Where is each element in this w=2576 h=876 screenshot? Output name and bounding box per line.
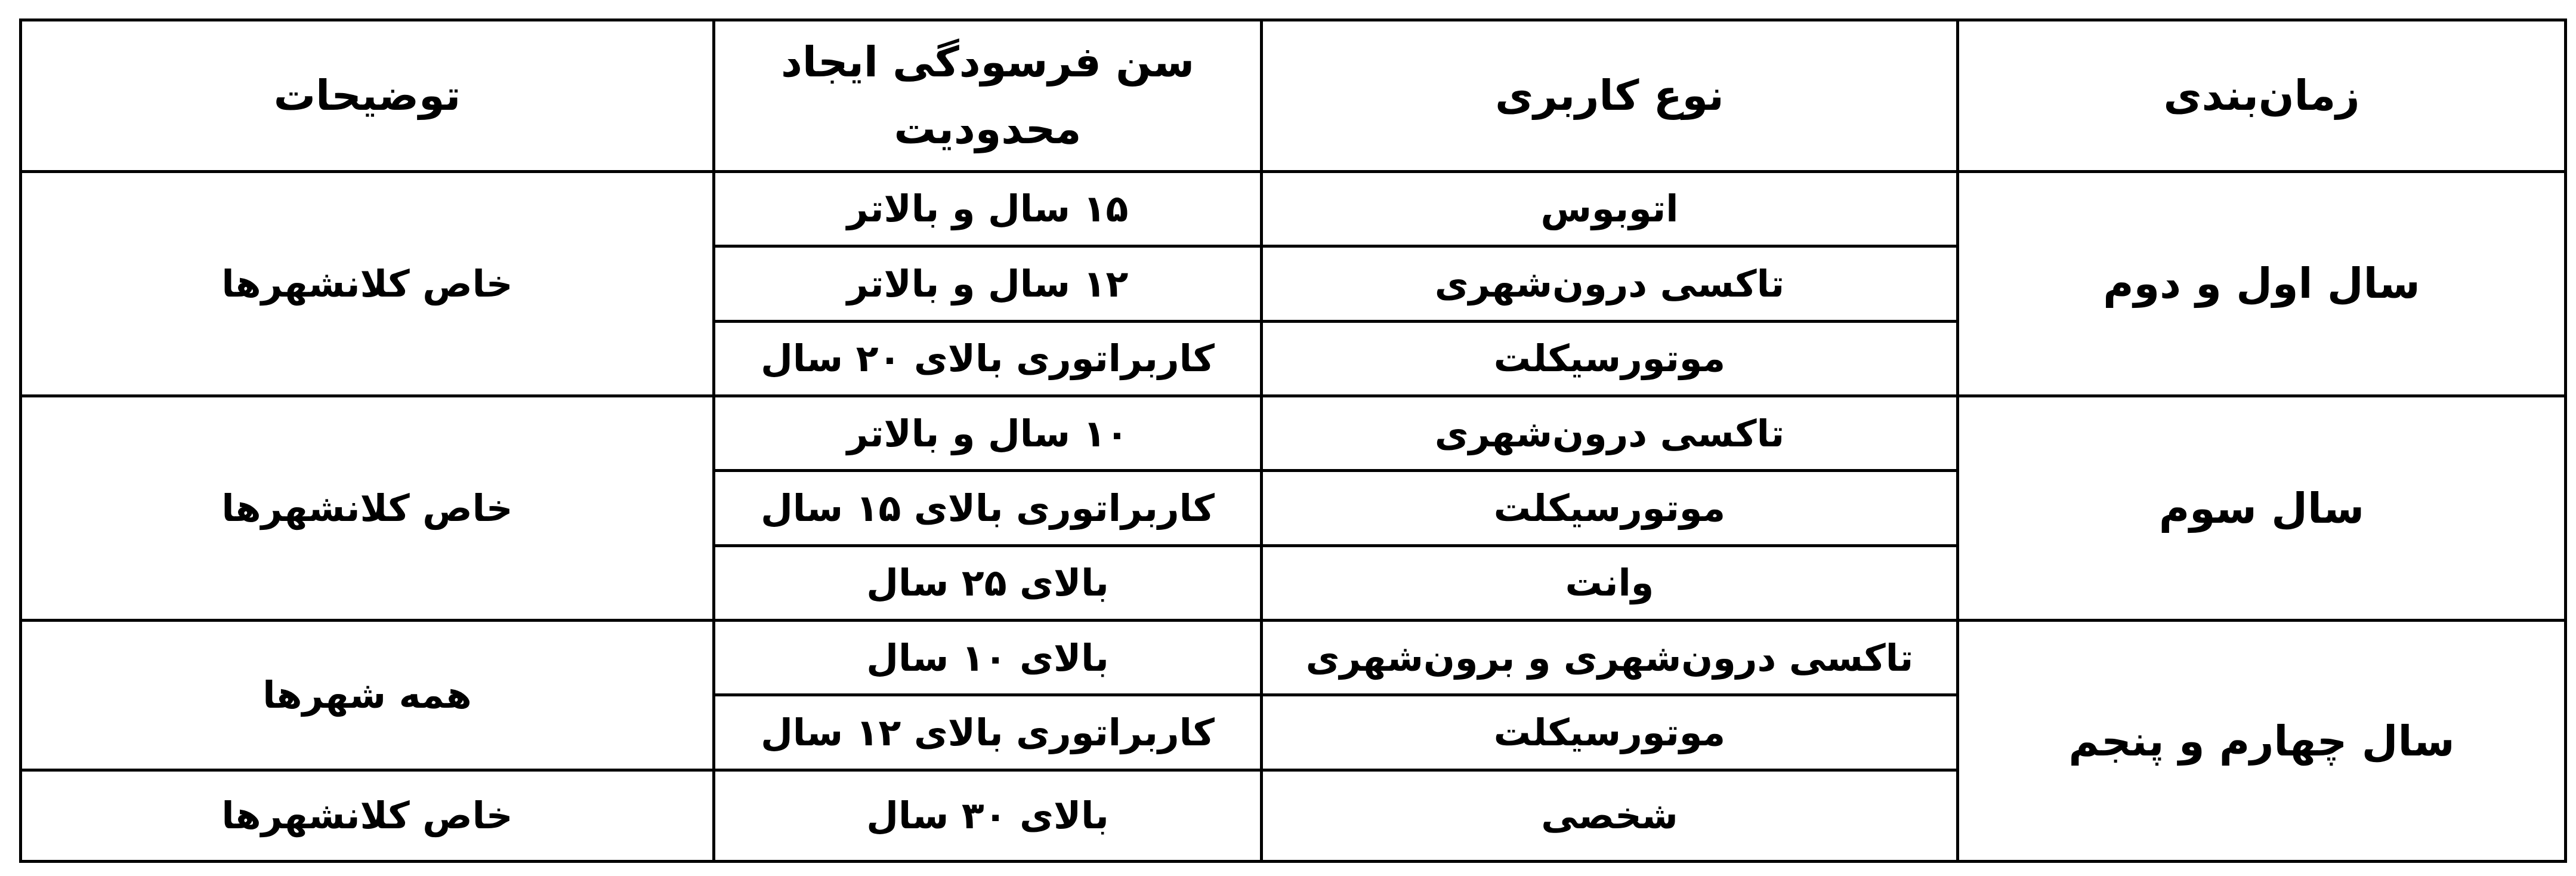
usage-cell: اتوبوس [1260,169,1959,248]
note-cell: خاص کلانشهرها [19,768,715,863]
period-cell: سال چهارم و پنجم [1956,619,2567,863]
table-row: شخصی بالای ۳۰ سال خاص کلانشهرها [19,768,2566,863]
usage-cell: موتورسیکلت [1260,469,1959,547]
age-cell: بالای ۱۰ سال [712,619,1263,697]
table-row: موتورسیکلت کاربراتوری بالای ۱۵ سال [21,469,2566,547]
age-cell: بالای ۳۰ سال [712,768,1263,863]
note-cell: همه شهرها [19,619,715,772]
table-row: موتورسیکلت کاربراتوری بالای ۱۲ سال [21,693,2566,772]
usage-cell: تاکسی درون‌شهری [1260,245,1959,323]
age-cell: بالای ۲۵ سال [712,544,1263,622]
usage-cell: شخصی [1260,768,1959,863]
age-cell: ۱۵ سال و بالاتر [712,169,1263,248]
age-cell: کاربراتوری بالای ۲۰ سال [712,319,1263,397]
period-cell: سال سوم [1956,394,2567,622]
header-usage-type: نوع کاربری [1260,18,1959,173]
age-cell: کاربراتوری بالای ۱۲ سال [712,693,1263,772]
period-cell: سال اول و دوم [1956,169,2567,397]
age-cell: کاربراتوری بالای ۱۵ سال [712,469,1263,547]
usage-cell: تاکسی درون‌شهری [1260,394,1959,473]
restriction-table: زمان‌بندی نوع کاربری سن فرسودگی ایجاد مح… [19,18,2567,863]
age-cell: ۱۰ سال و بالاتر [712,394,1263,473]
usage-cell: موتورسیکلت [1260,319,1959,397]
table-row: سال اول و دوم اتوبوس ۱۵ سال و بالاتر خاص… [19,169,2567,397]
header-row: زمان‌بندی نوع کاربری سن فرسودگی ایجاد مح… [19,18,2567,173]
age-cell: ۱۲ سال و بالاتر [712,245,1263,323]
header-schedule: زمان‌بندی [1956,18,2567,173]
usage-cell: تاکسی درون‌شهری و برون‌شهری [1260,619,1959,697]
usage-cell: موتورسیکلت [1260,693,1959,772]
table-row: سال چهارم و پنجم تاکسی درون‌شهری و برون‌… [19,619,2567,863]
table-row: سال سوم تاکسی درون‌شهری ۱۰ سال و بالاتر … [19,394,2567,622]
table-row: موتورسیکلت کاربراتوری بالای ۲۰ سال [21,319,2566,397]
note-cell: خاص کلانشهرها [19,394,715,622]
note-cell: خاص کلانشهرها [19,169,715,397]
usage-cell: وانت [1260,544,1959,622]
header-age-limit: سن فرسودگی ایجاد محدودیت [712,18,1263,173]
header-notes: توضیحات [19,18,715,173]
table-row: وانت بالای ۲۵ سال [21,544,2566,622]
table-row: تاکسی درون‌شهری ۱۲ سال و بالاتر [21,245,2566,323]
